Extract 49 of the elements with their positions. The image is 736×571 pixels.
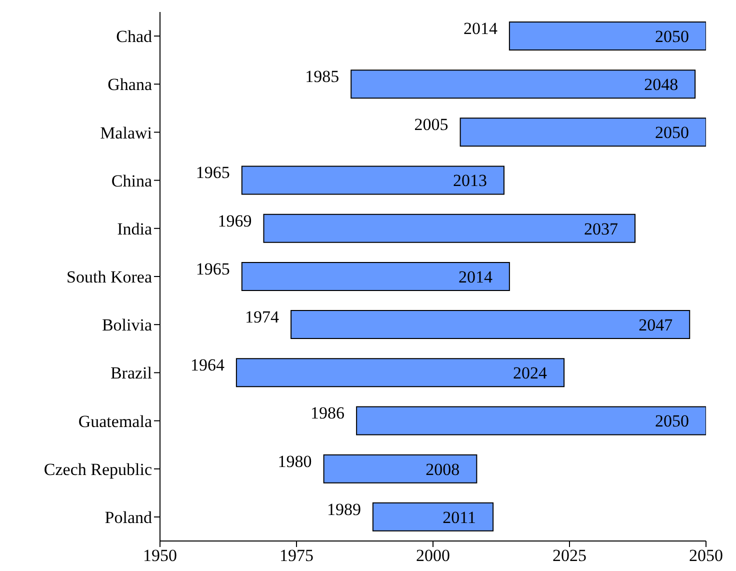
data-label: 2050 [655, 412, 689, 431]
data-label: 2047 [638, 315, 674, 334]
annotation: 1965 [196, 163, 230, 182]
y-tick-label: Poland [104, 508, 152, 527]
y-tick-label: China [111, 171, 152, 190]
x-tick-label: 1975 [280, 546, 314, 566]
annotation: 1986 [310, 404, 345, 423]
y-tick-label: Malawi [100, 123, 152, 142]
data-label: 2008 [426, 460, 460, 479]
y-tick-label: Guatemala [78, 412, 152, 431]
y-tick-label: Ghana [108, 75, 152, 94]
data-label: 2048 [644, 75, 678, 94]
data-label: 2050 [655, 123, 689, 142]
y-tick-label: Brazil [110, 364, 152, 383]
data-label: 2011 [442, 508, 476, 527]
bar [356, 406, 706, 436]
y-tick-label: Czech Republic [44, 460, 152, 479]
annotation: 1985 [305, 67, 340, 86]
annotation: 1969 [218, 211, 252, 230]
data-label: 2037 [584, 219, 619, 238]
y-tick-label: South Korea [66, 268, 152, 287]
y-tick-label: Bolivia [102, 316, 152, 335]
data-label: 2050 [655, 26, 689, 46]
bar [460, 118, 706, 147]
data-label: 2024 [513, 364, 548, 383]
bar [263, 214, 636, 243]
x-tick-label: 2000 [416, 546, 450, 566]
annotation: 1989 [326, 500, 361, 519]
annotation: 1964 [190, 356, 225, 375]
x-tick-label: 2025 [552, 546, 586, 566]
bar [508, 22, 706, 50]
bar [241, 262, 510, 291]
bar [323, 454, 478, 484]
bar [241, 166, 504, 195]
x-tick-label: 2050 [689, 546, 723, 566]
annotation: 2014 [463, 18, 498, 38]
bar [290, 310, 690, 340]
annotation: 2005 [414, 115, 448, 134]
bar [350, 70, 696, 99]
annotation: 1965 [196, 259, 230, 278]
bar [372, 502, 494, 532]
bar [236, 358, 565, 388]
annotation: 1974 [245, 307, 280, 326]
data-label: 2013 [452, 171, 487, 190]
x-tick-label: 1950 [143, 546, 177, 566]
annotation: 1980 [278, 452, 312, 471]
y-tick-label: Chad [116, 27, 152, 46]
y-tick-label: India [117, 219, 152, 238]
data-label: 2014 [458, 267, 493, 286]
